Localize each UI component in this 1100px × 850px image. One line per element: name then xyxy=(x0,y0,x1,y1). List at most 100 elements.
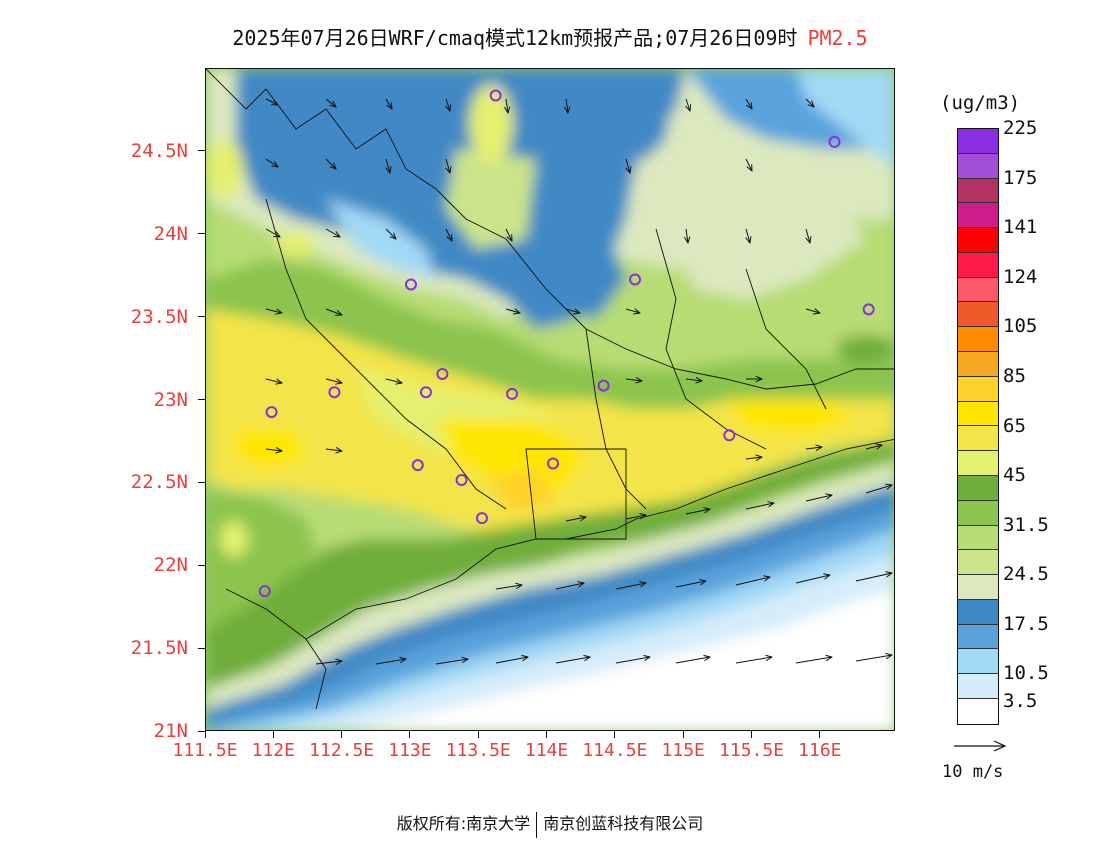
station-marker xyxy=(455,474,468,487)
lon-tick-label: 115E xyxy=(661,740,705,761)
lon-tick-label: 115.5E xyxy=(719,740,785,761)
station-marker xyxy=(411,459,424,472)
copyright-left: 版权所有:南京大学 xyxy=(396,814,531,833)
lat-tick-mark xyxy=(198,150,205,152)
station-marker xyxy=(404,278,417,291)
colorbar-swatch xyxy=(958,599,998,625)
station-marker xyxy=(419,386,432,399)
lon-tick-mark xyxy=(751,731,753,738)
lat-tick-label: 24N xyxy=(153,222,188,245)
concentration-shading xyxy=(206,69,894,730)
colorbar-level-label: 31.5 xyxy=(1003,513,1049,536)
lon-tick-label: 112E xyxy=(251,740,295,761)
colorbar-swatch xyxy=(958,401,998,427)
colorbar-level-label: 141 xyxy=(1003,216,1038,239)
colorbar-level-label: 175 xyxy=(1003,166,1038,189)
colorbar-level-label: 3.5 xyxy=(1003,690,1038,712)
copyright-footer: 版权所有:南京大学 南京创蓝科技有限公司 xyxy=(0,810,1100,838)
colorbar-level-label: 124 xyxy=(1003,265,1038,288)
colorbar-level-label: 45 xyxy=(1003,464,1026,487)
lat-tick-mark xyxy=(198,481,205,483)
lat-tick-label: 21.5N xyxy=(130,637,188,660)
lat-tick-label: 23.5N xyxy=(130,305,188,328)
lat-tick-mark xyxy=(198,233,205,235)
lon-tick-label: 114E xyxy=(524,740,569,761)
lon-tick-mark xyxy=(819,731,821,738)
colorbar-swatch xyxy=(958,451,998,476)
colorbar-swatch xyxy=(958,698,998,724)
colorbar-swatch xyxy=(958,674,998,699)
colorbar-level-label: 10.5 xyxy=(1003,662,1049,685)
lat-tick-label: 23N xyxy=(153,388,188,411)
wind-reference-label: 10 m/s xyxy=(942,762,1004,782)
station-marker xyxy=(862,303,875,316)
colorbar-swatch xyxy=(958,376,998,402)
lon-tick-label: 113E xyxy=(388,740,432,761)
station-marker xyxy=(258,585,271,598)
station-marker xyxy=(436,367,449,380)
lat-tick-mark xyxy=(198,399,205,400)
lon-tick-mark xyxy=(546,731,548,738)
station-marker xyxy=(265,406,278,419)
lon-tick-label: 116E xyxy=(798,740,842,761)
colorbar-swatch xyxy=(958,550,998,576)
lat-tick-mark xyxy=(198,316,205,318)
lat-tick-label: 21N xyxy=(153,720,188,742)
colorbar-level-label: 105 xyxy=(1003,315,1038,338)
colorbar-level-label: 24.5 xyxy=(1003,563,1049,586)
colorbar-swatch xyxy=(958,649,998,675)
station-marker xyxy=(328,386,341,399)
station-marker xyxy=(506,387,519,400)
wind-vectors xyxy=(265,98,892,664)
colorbar-swatch xyxy=(958,500,998,526)
lat-tick-label: 24.5N xyxy=(130,139,188,162)
lat-tick-label: 22N xyxy=(153,554,188,577)
colorbar-swatch xyxy=(958,153,998,179)
colorbar-swatch xyxy=(958,277,998,303)
station-marker xyxy=(476,512,488,525)
lat-tick-mark xyxy=(198,564,205,566)
colorbar xyxy=(957,128,999,725)
lon-tick-label: 114.5E xyxy=(582,740,648,761)
lat-tick-label: 22.5N xyxy=(130,471,188,494)
lon-tick-mark xyxy=(477,731,479,738)
colorbar-swatch xyxy=(958,352,998,377)
lon-tick-label: 111.5E xyxy=(172,740,238,761)
colorbar-swatch xyxy=(958,203,998,229)
lon-tick-mark xyxy=(682,731,684,738)
title-text: 2025年07月26日WRF/cmaq模式12km预报产品;07月26日09时 xyxy=(232,26,798,50)
lon-tick-mark xyxy=(409,731,411,738)
station-marker xyxy=(629,273,642,286)
lon-tick-mark xyxy=(341,731,343,738)
lon-tick-label: 113.5E xyxy=(445,740,511,761)
lon-tick-label: 112.5E xyxy=(309,740,375,761)
pm25-concentration-field xyxy=(206,69,894,730)
colorbar-level-label: 65 xyxy=(1003,414,1026,437)
footer-divider xyxy=(536,811,538,838)
station-marker xyxy=(547,457,560,470)
colorbar-level-label: 85 xyxy=(1003,364,1026,387)
station-markers xyxy=(258,89,875,598)
copyright-right: 南京创蓝科技有限公司 xyxy=(543,814,704,833)
colorbar-swatch xyxy=(958,525,998,551)
station-marker xyxy=(489,89,502,102)
lat-tick-mark xyxy=(198,730,205,732)
lon-tick-mark xyxy=(272,731,274,738)
pm25-map xyxy=(205,68,895,731)
colorbar-level-label: 17.5 xyxy=(1003,612,1049,635)
colorbar-swatch xyxy=(958,129,998,154)
colorbar-swatch xyxy=(958,426,998,452)
lon-tick-mark xyxy=(614,731,616,738)
colorbar-swatch xyxy=(958,624,998,650)
pollutant-label: PM2.5 xyxy=(807,26,868,50)
colorbar-swatch xyxy=(958,575,998,600)
colorbar-swatch xyxy=(958,327,998,353)
colorbar-swatch xyxy=(958,475,998,501)
lon-tick-mark xyxy=(204,731,206,738)
colorbar-level-label: 225 xyxy=(1003,117,1038,139)
station-marker xyxy=(723,429,736,442)
colorbar-swatch xyxy=(958,178,998,204)
lat-tick-mark xyxy=(198,647,205,649)
station-marker xyxy=(828,135,841,148)
colorbar-swatch xyxy=(958,228,998,253)
